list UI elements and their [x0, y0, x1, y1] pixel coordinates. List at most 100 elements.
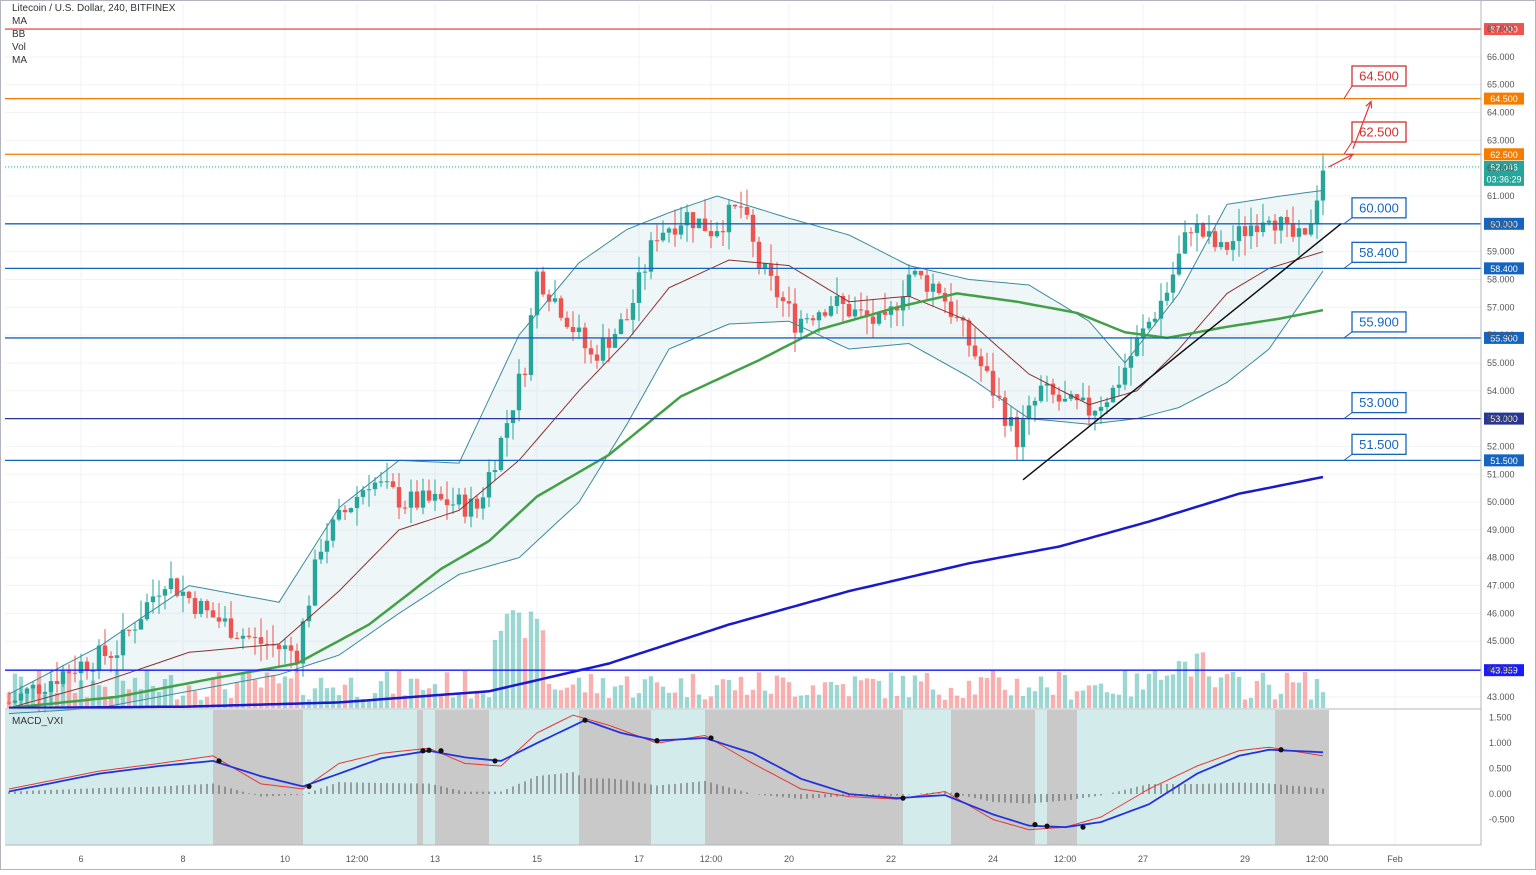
candle-body [456, 494, 462, 505]
candle-body [90, 670, 96, 672]
volume-bar [924, 672, 930, 708]
price-tick-label: 47.000 [1487, 581, 1515, 591]
volume-bar [180, 695, 186, 708]
macd-cross-dot [1080, 824, 1086, 830]
volume-bar [84, 697, 90, 708]
time-tick-label: 17 [634, 854, 644, 864]
volume-bar [114, 670, 120, 708]
candle-body [1092, 410, 1098, 416]
macd-signal-line [8, 714, 1324, 831]
projection-arrow-head [1345, 153, 1355, 161]
candle-body [312, 559, 318, 606]
level-callout-box [1351, 121, 1407, 143]
volume-bar [792, 696, 798, 708]
candle-body [636, 272, 642, 303]
volume-bar [546, 684, 552, 708]
indicator-label-bb[interactable]: BB [12, 29, 26, 40]
volume-bar [1134, 673, 1140, 708]
candle-body [786, 301, 792, 304]
candle-body [288, 645, 294, 651]
volume-bar [426, 688, 432, 708]
macd-cross-dot [708, 735, 714, 741]
volume-bar [576, 677, 582, 708]
volume-bar [738, 676, 744, 708]
volume-bar [1146, 673, 1152, 708]
volume-bar [654, 682, 660, 708]
volume-bar [1290, 682, 1296, 708]
price-tick-label: 64.000 [1487, 108, 1515, 118]
candle-body [126, 629, 132, 631]
candle-body [864, 310, 870, 317]
candle-body [1230, 241, 1236, 250]
macd-line [8, 719, 1324, 829]
volume-bar [912, 675, 918, 708]
volume-bar [192, 691, 198, 708]
volume-bar [60, 676, 66, 708]
candle-body [1098, 407, 1104, 411]
candle-body [918, 270, 924, 276]
volume-bar [324, 688, 330, 708]
volume-bar [276, 683, 282, 708]
macd-cross-dot [306, 783, 312, 790]
candle-body [366, 489, 372, 491]
volume-bar [1050, 694, 1056, 708]
candle-body [108, 655, 114, 658]
macd-cross-dot [438, 748, 444, 754]
candle-body [114, 655, 120, 658]
volume-bar [366, 699, 372, 708]
price-tick-label: 48.000 [1487, 553, 1515, 563]
volume-bar [630, 697, 636, 708]
volume-bar [1182, 661, 1188, 708]
candle-body [342, 509, 348, 513]
macd-bg-zone [5, 710, 1329, 845]
level-price-tag-text: 62.500 [1490, 150, 1518, 160]
projection-arrow-line [1328, 153, 1354, 168]
support-trendline[interactable] [1022, 223, 1342, 481]
level-price-tag-text: 43.959 [1490, 666, 1518, 676]
candle-body [588, 348, 594, 355]
candle-body [1128, 355, 1134, 368]
candle-body [612, 333, 618, 348]
volume-bar [390, 693, 396, 708]
volume-bar [1074, 691, 1080, 708]
volume-bar [54, 693, 60, 708]
volume-bar [516, 612, 522, 708]
volume-bar [960, 697, 966, 708]
candle-body [936, 283, 942, 294]
current-price-tag [1484, 160, 1524, 186]
volume-bar [396, 671, 402, 708]
candle-body [1104, 402, 1110, 408]
candle-body [1014, 416, 1020, 448]
volume-bar [858, 680, 864, 708]
level-callout-pointer [1343, 261, 1353, 269]
indicator-label-ma[interactable]: MA [12, 16, 27, 27]
volume-bar [300, 694, 306, 708]
candle-body [276, 644, 282, 650]
macd-cross-dot [420, 748, 426, 754]
candle-body [474, 498, 480, 509]
bollinger-upper-line [8, 189, 1324, 695]
candle-body [96, 645, 102, 671]
indicator-label-ma2[interactable]: MA [12, 55, 27, 66]
macd-cross-dot [954, 792, 960, 798]
macd-tick-label: 1.500 [1489, 713, 1512, 723]
candle-body [1062, 398, 1068, 402]
candle-body [900, 296, 906, 311]
volume-bar [834, 684, 840, 708]
volume-bar [762, 690, 768, 708]
volume-bar [660, 686, 666, 708]
candle-body [816, 312, 822, 321]
macd-indicator-label[interactable]: MACD_VXI [12, 716, 64, 727]
candle-body [42, 691, 48, 694]
volume-bar [870, 678, 876, 708]
price-tick-label: 44.000 [1487, 664, 1515, 674]
volume-bar [540, 630, 546, 708]
indicator-label-vol[interactable]: Vol [12, 42, 26, 53]
bollinger-band-fill [9, 190, 1323, 714]
candle-body [822, 312, 828, 316]
volume-bar [1236, 676, 1242, 708]
candle-body [912, 270, 918, 275]
candle-body [1212, 231, 1218, 248]
